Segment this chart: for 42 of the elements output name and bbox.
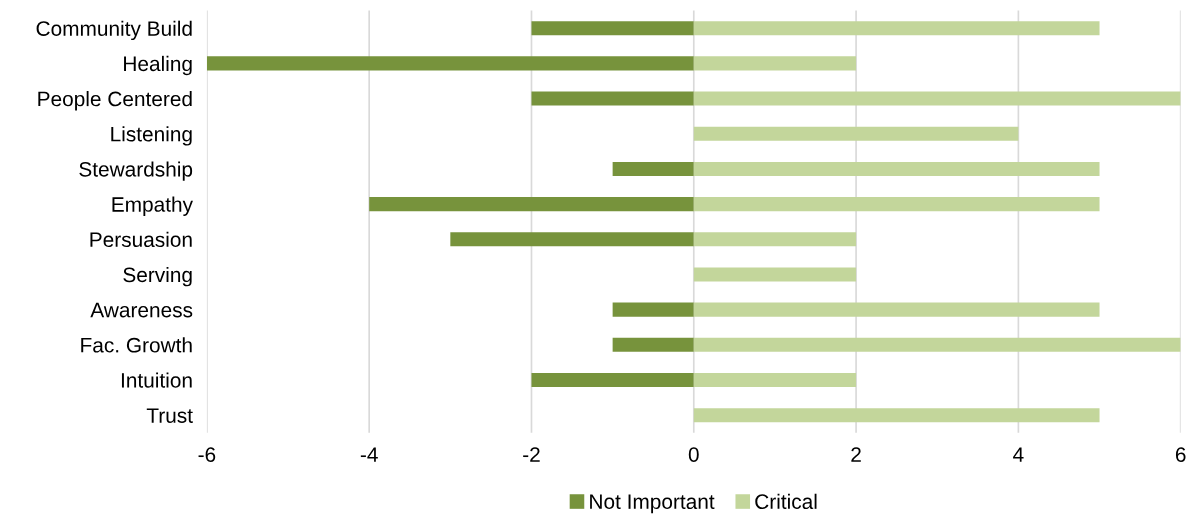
bar <box>693 21 1100 36</box>
x-tick-label: -2 <box>523 447 540 462</box>
y-tick-label: Intuition <box>121 372 192 388</box>
bar <box>693 232 857 247</box>
y-tick-label: Serving <box>123 266 192 287</box>
x-tick-label: 4 <box>1013 447 1024 462</box>
bar <box>612 302 694 317</box>
bar <box>531 21 694 36</box>
x-tick-label: 0 <box>688 447 699 462</box>
bar <box>612 161 694 176</box>
bar <box>693 56 857 71</box>
bar <box>531 372 694 388</box>
bar <box>693 302 1100 317</box>
bar <box>693 267 857 282</box>
bar <box>206 56 694 71</box>
x-tick-label: 2 <box>851 447 861 462</box>
y-tick-label: Awareness <box>90 302 193 318</box>
y-tick-label: Community Build <box>36 20 192 41</box>
bar <box>693 337 1181 352</box>
bar <box>693 197 1100 212</box>
bar <box>369 197 694 212</box>
legend-label: Critical <box>755 493 817 510</box>
y-tick-label: Healing <box>124 55 192 76</box>
y-tick-label: Fac. Growth <box>81 337 192 353</box>
bar <box>693 161 1100 176</box>
bar <box>693 91 1181 106</box>
bar <box>531 91 694 106</box>
x-tick-label: 6 <box>1175 447 1186 462</box>
y-tick-label: Persuasion <box>90 231 192 248</box>
y-tick-label: Stewardship <box>79 161 193 181</box>
bar <box>450 232 694 247</box>
y-tick-label: Trust <box>146 408 193 423</box>
bar <box>693 126 1019 141</box>
bar <box>693 408 1100 423</box>
x-tick-label: -6 <box>198 447 216 462</box>
bar <box>612 337 694 352</box>
y-tick-label: Empathy <box>112 196 193 216</box>
x-tick-label: -4 <box>360 447 378 462</box>
legend-label: Not Important <box>590 494 715 514</box>
y-tick-label: People Centered <box>38 91 192 111</box>
bar <box>693 372 857 388</box>
y-tick-label: Listening <box>111 126 192 146</box>
